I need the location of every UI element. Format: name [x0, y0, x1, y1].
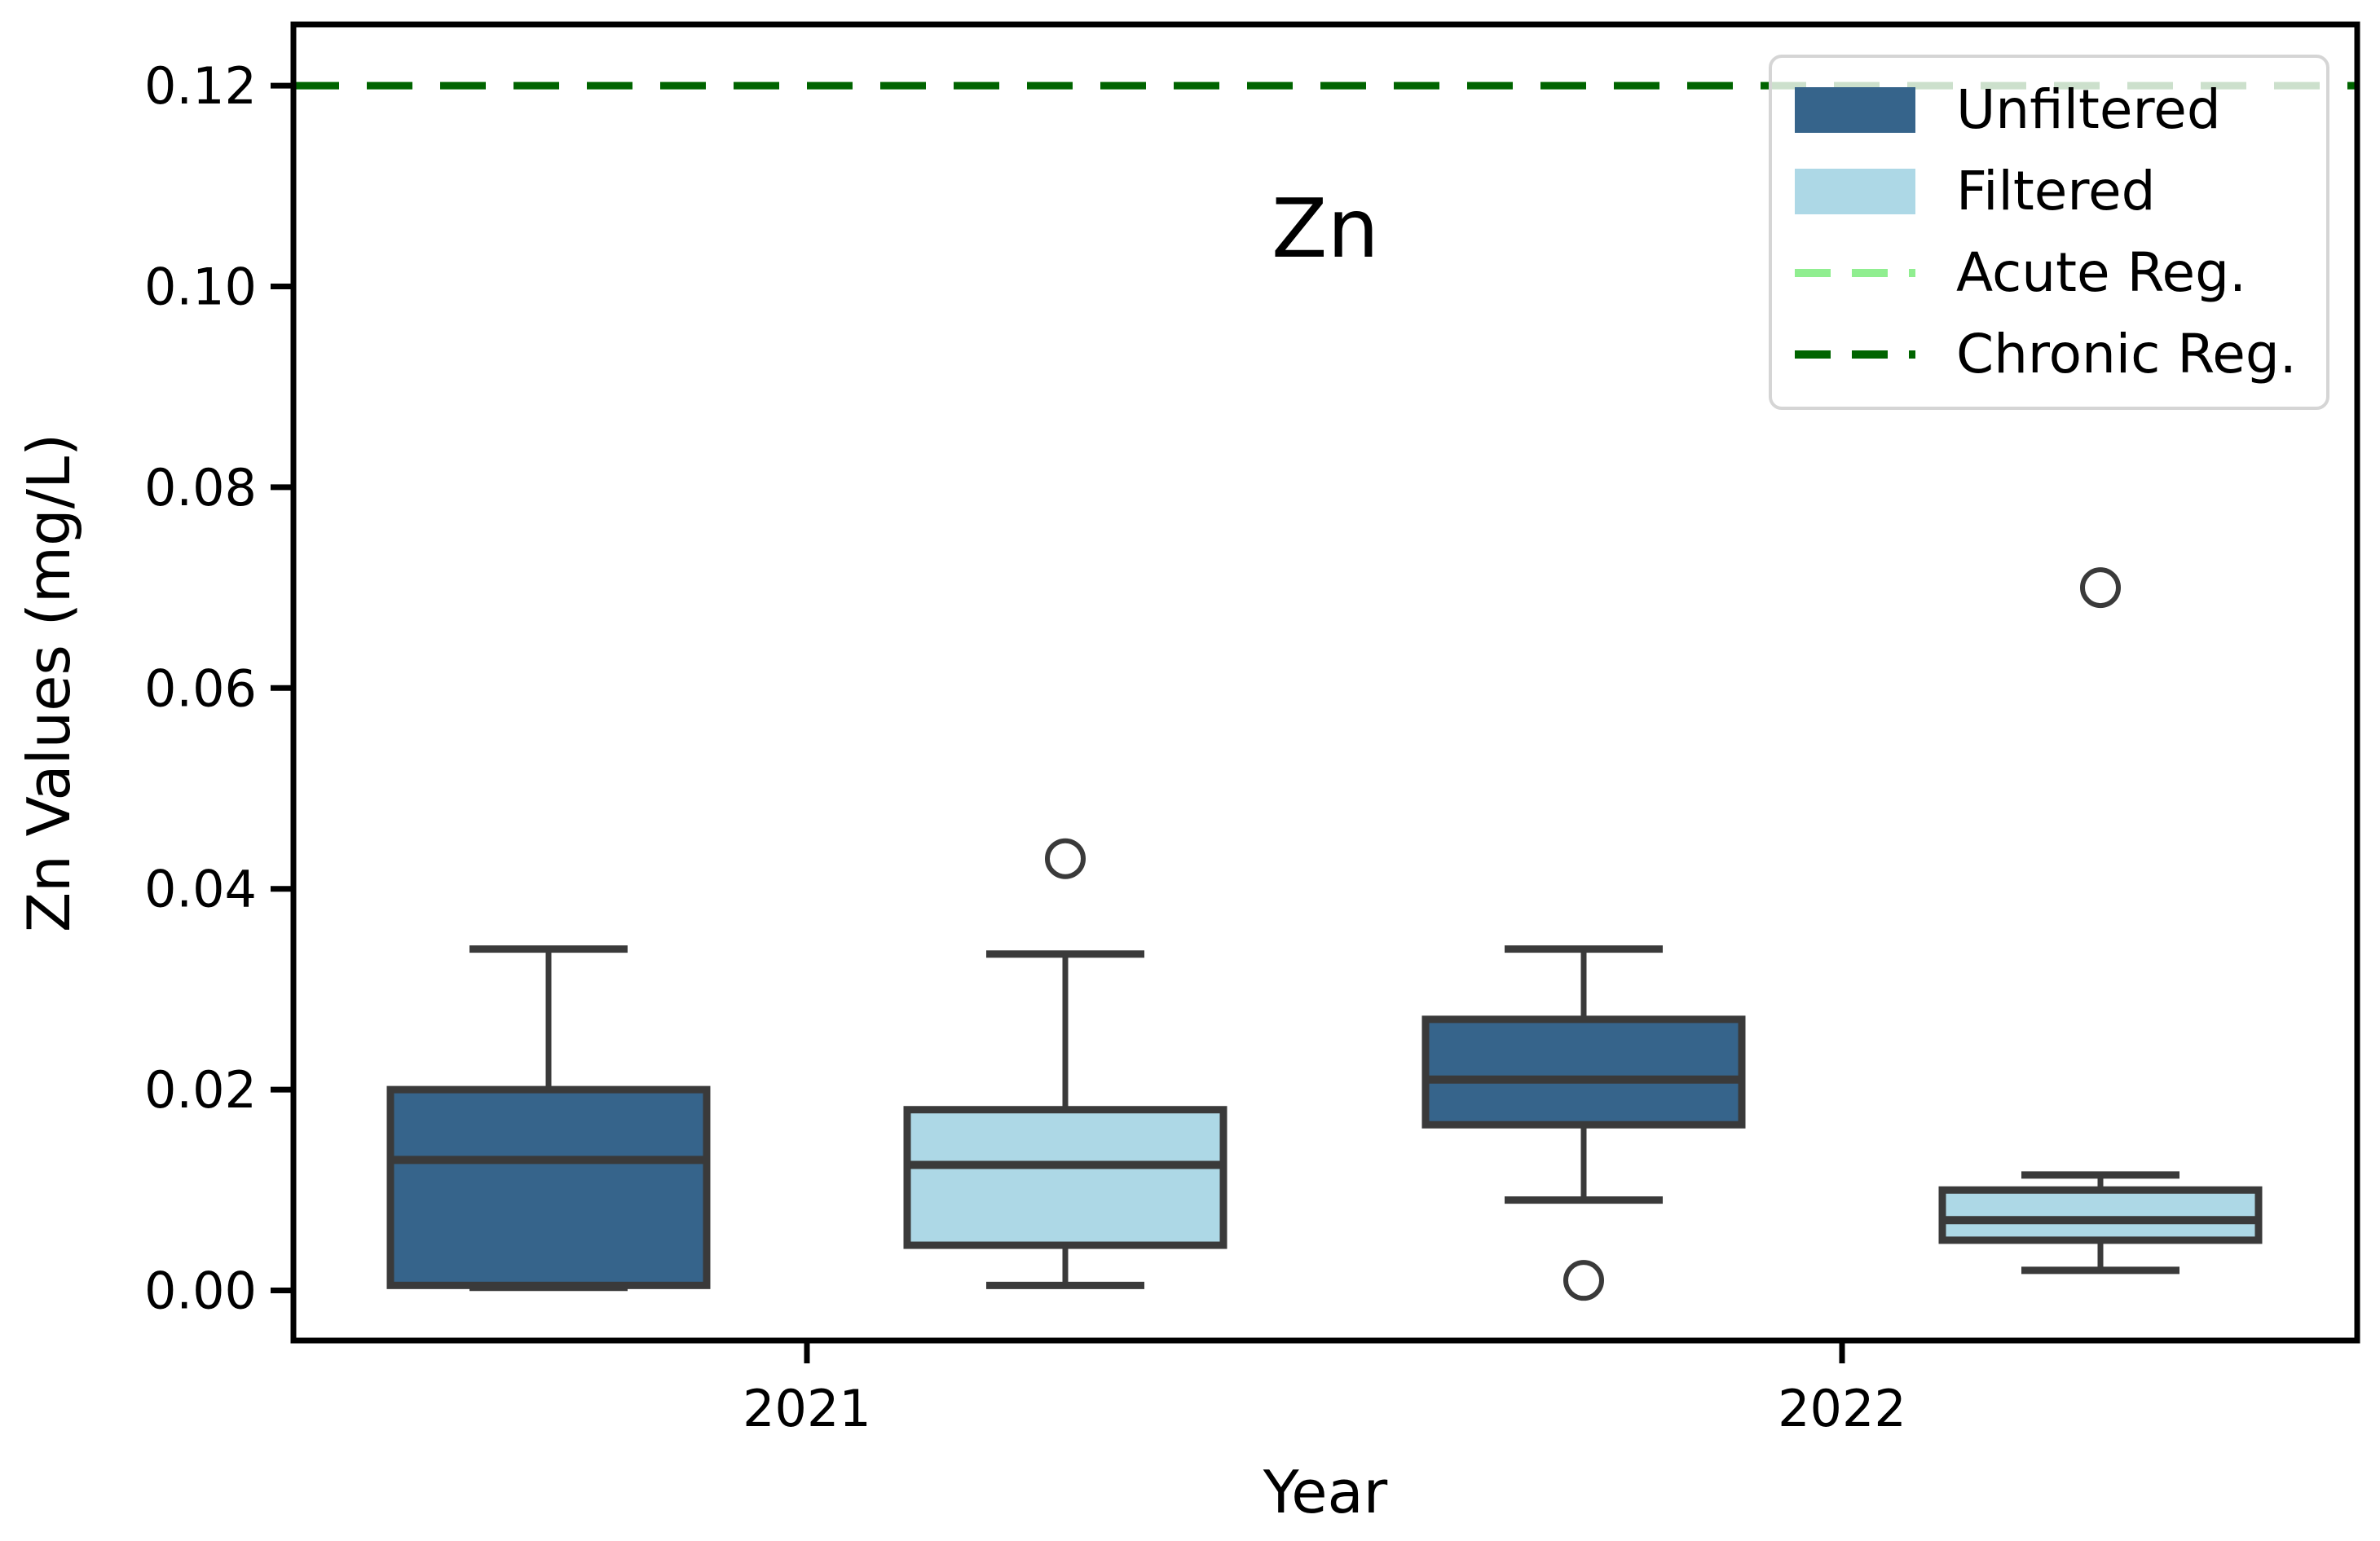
legend-label-filtered: Filtered — [1956, 160, 2156, 222]
plot-frame — [290, 21, 2360, 1344]
box-2021-unfiltered — [386, 1085, 711, 1289]
y-axis-tick-label-0.02: 0.02 — [144, 1060, 257, 1120]
legend-swatch-chronic-reg-dashed-line-icon-svg — [1795, 350, 1915, 359]
x-axis-tick-label-2022: 2022 — [1778, 1379, 1906, 1438]
box-2022-unfiltered — [1421, 1015, 1746, 1129]
legend-item-filtered: Filtered — [1795, 165, 2318, 218]
outlier-2022-filtered-0 — [2080, 567, 2121, 609]
outlier-2022-unfiltered-0 — [1563, 1260, 1604, 1301]
box-2021-filtered — [903, 1106, 1227, 1249]
y-axis-tick-label-0.06: 0.06 — [144, 658, 257, 718]
legend-item-chronic-reg: Chronic Reg. — [1795, 328, 2318, 381]
legend-swatch-chronic-reg-dashed-line-icon — [1795, 332, 1915, 377]
y-axis-tick-label-0.00: 0.00 — [144, 1261, 257, 1321]
y-axis-tick-label-0.08: 0.08 — [144, 458, 257, 517]
legend-swatch-filtered — [1795, 169, 1915, 214]
x-axis-tick-label-2021: 2021 — [743, 1379, 871, 1438]
legend-swatch-unfiltered — [1795, 87, 1915, 133]
legend-label-chronic-reg: Chronic Reg. — [1956, 323, 2297, 385]
y-axis-tick-label-0.04: 0.04 — [144, 860, 257, 919]
x-axis-label: Year — [1263, 1458, 1388, 1526]
y-axis-tick-label-0.10: 0.10 — [144, 258, 257, 317]
chart-title: Zn — [1272, 181, 1379, 276]
y-axis-tick-label-0.12: 0.12 — [144, 56, 257, 116]
legend-swatch-acute-reg-dashed-line-icon — [1795, 250, 1915, 296]
y-axis-label: Zn Values (mg/L) — [15, 434, 83, 932]
legend: Unfiltered Filtered Acute Reg. Chronic R… — [1769, 55, 2329, 410]
legend-item-acute-reg: Acute Reg. — [1795, 246, 2318, 300]
legend-label-unfiltered: Unfiltered — [1956, 78, 2221, 141]
chart-layers: 0.00 0.02 0.04 0.06 0.08 0.10 0.12 2021 2022 — [144, 21, 2360, 1438]
legend-item-unfiltered: Unfiltered — [1795, 83, 2318, 137]
legend-label-acute-reg: Acute Reg. — [1956, 241, 2246, 304]
legend-swatch-acute-reg-dashed-line-icon-svg — [1795, 269, 1915, 277]
outlier-2021-filtered-0 — [1045, 838, 1086, 879]
box-2022-filtered — [1938, 1186, 2263, 1244]
